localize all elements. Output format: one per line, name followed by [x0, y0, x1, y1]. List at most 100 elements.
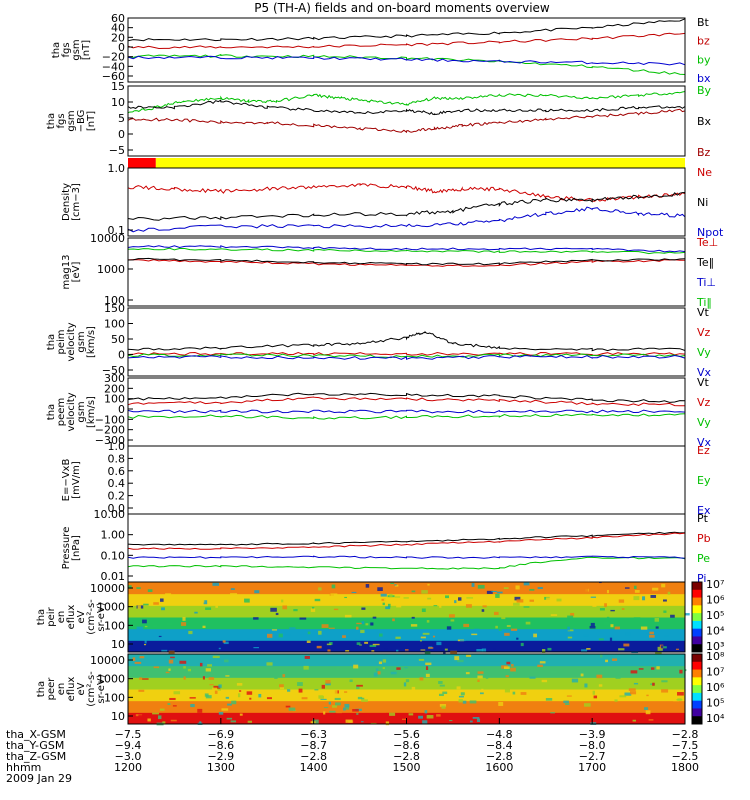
spectrogram-cell: [330, 593, 338, 597]
spectrogram-cell: [614, 626, 620, 630]
y-tick-label: 10: [111, 638, 125, 651]
spectrogram-cell: [147, 589, 153, 593]
y-tick-label: −60: [102, 70, 125, 83]
spectrogram-cell: [356, 626, 359, 630]
spectrogram-cell: [504, 632, 510, 636]
y-tick-label: 0.2: [108, 490, 126, 503]
y-tick-label: 100: [104, 318, 125, 331]
y-axis-label: [eV]: [71, 262, 82, 283]
spectrogram-cell: [390, 582, 395, 584]
y-axis-label: [nT]: [81, 40, 92, 60]
spectrogram-cell: [422, 612, 427, 616]
y-axis-label: [cm−3]: [71, 183, 82, 221]
spectrogram-cell: [436, 641, 442, 646]
spectrogram-cell: [302, 701, 310, 704]
spectrogram-cell: [449, 720, 453, 722]
spectrogram-cell: [460, 692, 465, 696]
spectrogram-cell: [473, 628, 480, 630]
spectrogram-cell: [361, 721, 364, 723]
spectrogram-cell: [652, 682, 655, 686]
y-tick-label: 5: [118, 112, 125, 125]
spectrogram-cell: [360, 629, 365, 634]
spectrogram-cell: [361, 699, 368, 702]
spectrogram-cell: [274, 677, 278, 679]
spectrogram-cell: [359, 644, 362, 646]
spectrogram-cell: [331, 584, 336, 589]
spectrogram-cell: [495, 625, 498, 629]
spectrogram-cell: [566, 695, 572, 697]
spectrogram-cell: [645, 633, 650, 635]
spectrogram-cell: [663, 599, 667, 602]
spectrogram-cell: [403, 650, 409, 653]
spectrogram-cell: [462, 700, 467, 704]
spectrogram-cell: [501, 616, 506, 620]
legend-entry: By: [697, 84, 712, 97]
legend-entry: Vx: [697, 436, 712, 449]
colorbar-tick-label: 10⁷: [706, 578, 724, 591]
series-line: [127, 409, 686, 414]
spectrogram-cell: [458, 597, 462, 601]
spectrogram-cell: [137, 605, 141, 609]
y-axis-label: peim: [56, 329, 67, 354]
series-line: [127, 206, 686, 233]
spectrogram-cell: [342, 635, 346, 638]
spectrogram-cell: [493, 647, 496, 650]
spectrogram-cell: [144, 639, 147, 644]
spectrogram-cell: [183, 666, 186, 669]
spectrogram-cell: [584, 703, 591, 707]
spectrogram-cell: [396, 604, 402, 608]
spectrogram-cell: [411, 616, 415, 619]
spectrogram-cell: [165, 593, 172, 596]
spectrogram-cell: [446, 626, 452, 630]
spectrogram-cell: [385, 606, 391, 610]
spectrogram-cell: [287, 689, 291, 692]
spectrogram-cell: [586, 648, 591, 650]
spectrogram-cell: [375, 668, 379, 672]
spectrogram-cell: [253, 617, 259, 620]
spectrogram-cell: [380, 593, 387, 597]
spectrogram-cell: [512, 654, 516, 657]
legend-entry: Vt: [697, 376, 710, 389]
y-tick-label: −200: [95, 424, 125, 437]
spectrogram-cell: [215, 605, 218, 608]
y-axis-label: velocity: [66, 322, 77, 361]
legend-entry: Vz: [697, 326, 711, 339]
spectrogram-cell: [352, 709, 359, 712]
spectrogram-cell: [676, 699, 683, 701]
spectrogram-cell: [192, 590, 195, 593]
spectrogram-cell: [230, 593, 238, 595]
colorbar-segment: [692, 644, 702, 653]
spectrogram-cell: [633, 617, 641, 621]
spectrogram-cell: [570, 612, 575, 617]
legend-entry: Ni: [697, 196, 708, 209]
spectrogram-cell: [589, 625, 596, 629]
y-tick-label: 0: [118, 41, 125, 54]
y-axis-label: en: [56, 611, 67, 624]
y-tick-label: −300: [95, 434, 125, 447]
spectrogram-cell: [515, 585, 520, 590]
spectrogram-cell: [282, 605, 288, 610]
spectrogram-cell: [405, 679, 410, 683]
spectrogram-cell: [480, 692, 484, 695]
spectrogram-cell: [439, 704, 447, 707]
series-line: [127, 99, 686, 116]
y-tick-label: −5: [109, 144, 125, 157]
colorbar-tick-label: 10⁴: [706, 625, 725, 638]
spectrogram-cell: [673, 698, 680, 702]
spectrogram-cell: [618, 648, 625, 651]
spectrogram-cell: [432, 635, 436, 638]
legend-entry: Vy: [697, 416, 711, 429]
colorbar-segment: [692, 589, 702, 599]
y-axis-label: Pressure: [61, 527, 72, 570]
spectrogram-cell: [655, 626, 659, 629]
spectrogram-cell: [213, 685, 221, 689]
spectrogram-cell: [427, 597, 432, 600]
legend-entry: Ne: [697, 166, 712, 179]
spectrogram-cell: [370, 622, 374, 626]
spectrogram-cell: [285, 705, 291, 708]
spectrogram-cell: [477, 584, 485, 589]
spectrogram-cell: [168, 668, 171, 671]
colorbar-tick-label: 10⁵: [706, 697, 724, 710]
legend-entry: Ex: [697, 504, 711, 517]
spectrogram-cell: [356, 713, 359, 715]
